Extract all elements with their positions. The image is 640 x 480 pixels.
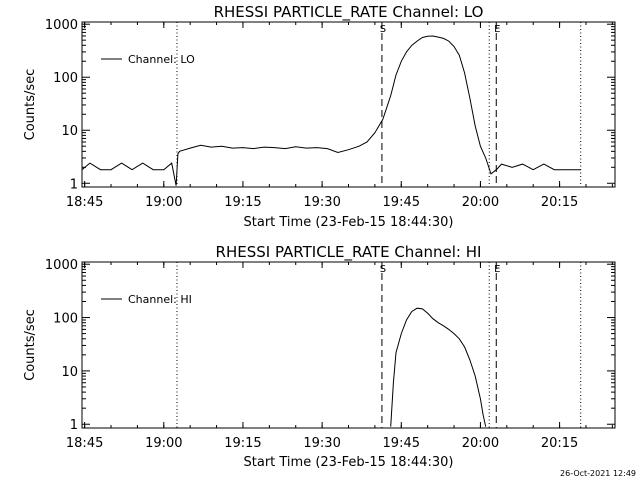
- y-tick-label: 10: [61, 124, 78, 139]
- y-tick-label: 10: [61, 365, 78, 380]
- chart-title: RHESSI PARTICLE_RATE Channel: LO: [214, 3, 484, 22]
- y-tick-label: 100: [53, 71, 78, 86]
- chart-title: RHESSI PARTICLE_RATE Channel: HI: [216, 243, 482, 262]
- x-tick-label: 19:45: [383, 195, 420, 210]
- x-tick-label: 19:30: [303, 195, 340, 210]
- x-tick-label: 20:15: [541, 436, 578, 451]
- date-stamp: 26-Oct-2021 12:49: [560, 469, 636, 478]
- x-tick-label: 20:00: [462, 195, 499, 210]
- y-tick-label: 1000: [45, 258, 78, 273]
- x-tick-label: 19:15: [224, 436, 261, 451]
- marker-label: S: [380, 264, 386, 275]
- x-tick-label: 19:45: [383, 436, 420, 451]
- y-tick-label: 1000: [45, 18, 78, 33]
- y-axis-label: Counts/sec: [23, 69, 38, 141]
- y-tick-label: 1: [70, 418, 78, 433]
- x-tick-label: 19:30: [303, 436, 340, 451]
- legend-label: Channel: LO: [128, 53, 195, 66]
- x-tick-label: 20:00: [462, 436, 499, 451]
- x-tick-label: 18:45: [66, 436, 103, 451]
- chart-panel-1: RHESSI PARTICLE_RATE Channel: LO 18:45 19:…: [23, 3, 616, 230]
- x-axis-label: Start Time (23-Feb-15 18:44:30): [244, 215, 454, 230]
- series-line-lo: [81, 35, 581, 186]
- chart-panel-2: RHESSI PARTICLE_RATE Channel: HI 18:45 19:…: [23, 243, 616, 470]
- plot-frame: [81, 21, 616, 188]
- x-tick-label: 20:15: [541, 195, 578, 210]
- legend-label: Channel: HI: [128, 293, 192, 306]
- plot-frame: [81, 261, 616, 429]
- x-tick-label: 19:00: [145, 195, 182, 210]
- marker-label: E: [494, 24, 500, 35]
- y-axis-label: Counts/sec: [23, 309, 38, 381]
- x-axis-label: Start Time (23-Feb-15 18:44:30): [244, 455, 454, 470]
- series-line-hi: [390, 307, 487, 427]
- x-tick-label: 18:45: [66, 195, 103, 210]
- x-tick-label: 19:15: [224, 195, 261, 210]
- y-tick-label: 100: [53, 312, 78, 327]
- y-tick-label: 1: [70, 177, 78, 192]
- marker-label: S: [380, 24, 386, 35]
- x-tick-label: 19:00: [145, 436, 182, 451]
- marker-label: E: [494, 264, 500, 275]
